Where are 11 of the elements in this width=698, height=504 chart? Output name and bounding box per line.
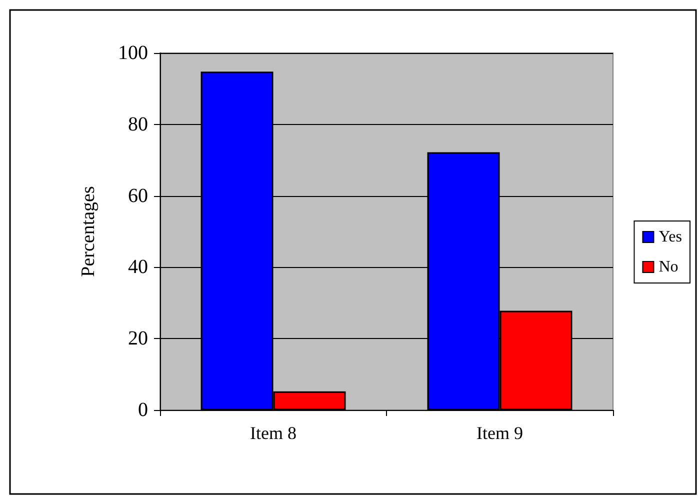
y-tick-label: 20 [128,328,148,350]
y-tick-label: 40 [128,256,148,278]
y-tick-label: 100 [118,42,148,64]
y-tick-label: 80 [128,113,148,136]
x-tick-label: Item 9 [476,423,523,443]
x-tick-label: Item 8 [250,423,296,443]
y-axis-title: Percentages [78,186,99,277]
y-tick-label: 60 [128,184,148,207]
y-tick-label: 0 [138,399,148,421]
legend-label: No [658,258,678,276]
legend-label: Yes [658,228,682,246]
